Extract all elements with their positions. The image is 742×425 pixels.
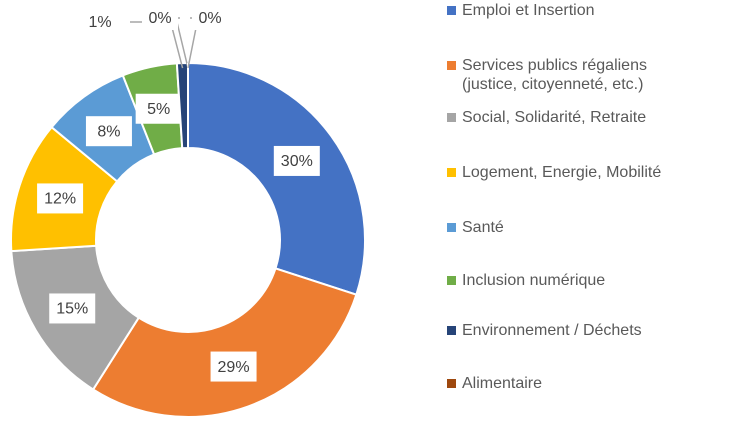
data-label: 15%: [56, 301, 88, 318]
label-bg: [142, 6, 178, 30]
label-bg: [135, 93, 182, 124]
legend-item: Santé: [447, 218, 703, 237]
legend-label: Alimentaire: [462, 375, 543, 392]
label-bg: [82, 10, 118, 34]
label-bg: [192, 6, 228, 30]
donut-slice: [91, 267, 358, 418]
legend-swatch: [447, 223, 456, 232]
data-label: 29%: [218, 359, 250, 376]
data-label: 0%: [148, 10, 171, 27]
legend-swatch: [447, 326, 456, 335]
data-label: 8%: [97, 123, 120, 140]
data-label: 0%: [198, 10, 221, 27]
legend-swatch: [447, 61, 456, 70]
legend-item: Environnement / Déchets: [447, 321, 703, 340]
legend-swatch: [447, 6, 456, 15]
legend-label: Services publics régaliens (justice, cit…: [462, 57, 647, 93]
legend-item: Emploi et Insertion: [447, 1, 703, 20]
legend-item: Logement, Energie, Mobilité: [447, 163, 703, 182]
data-label: 30%: [281, 153, 313, 170]
legend-item: Alimentaire: [447, 374, 703, 393]
legend-item: Social, Solidarité, Retraite: [447, 108, 703, 127]
legend-label: Inclusion numérique: [462, 272, 606, 289]
label-bg: [85, 116, 132, 147]
data-label: 12%: [44, 191, 76, 208]
legend-swatch: [447, 113, 456, 122]
label-bg: [37, 183, 84, 214]
legend-label: Santé: [462, 219, 504, 236]
legend-label: Logement, Energie, Mobilité: [462, 164, 662, 181]
label-bg: [49, 293, 96, 324]
legend-swatch: [447, 276, 456, 285]
label-bg: [210, 351, 257, 382]
legend-label: Environnement / Déchets: [462, 322, 642, 339]
legend-swatch: [447, 168, 456, 177]
data-label: 5%: [147, 101, 170, 118]
legend-label: Emploi et Insertion: [462, 2, 595, 19]
legend-swatch: [447, 379, 456, 388]
donut-slice: [187, 61, 366, 296]
data-label: 1%: [88, 14, 111, 31]
legend-item: Services publics régaliens (justice, cit…: [447, 56, 703, 94]
legend-label: Social, Solidarité, Retraite: [462, 109, 647, 126]
label-bg: [273, 145, 320, 176]
legend-item: Inclusion numérique: [447, 271, 703, 290]
